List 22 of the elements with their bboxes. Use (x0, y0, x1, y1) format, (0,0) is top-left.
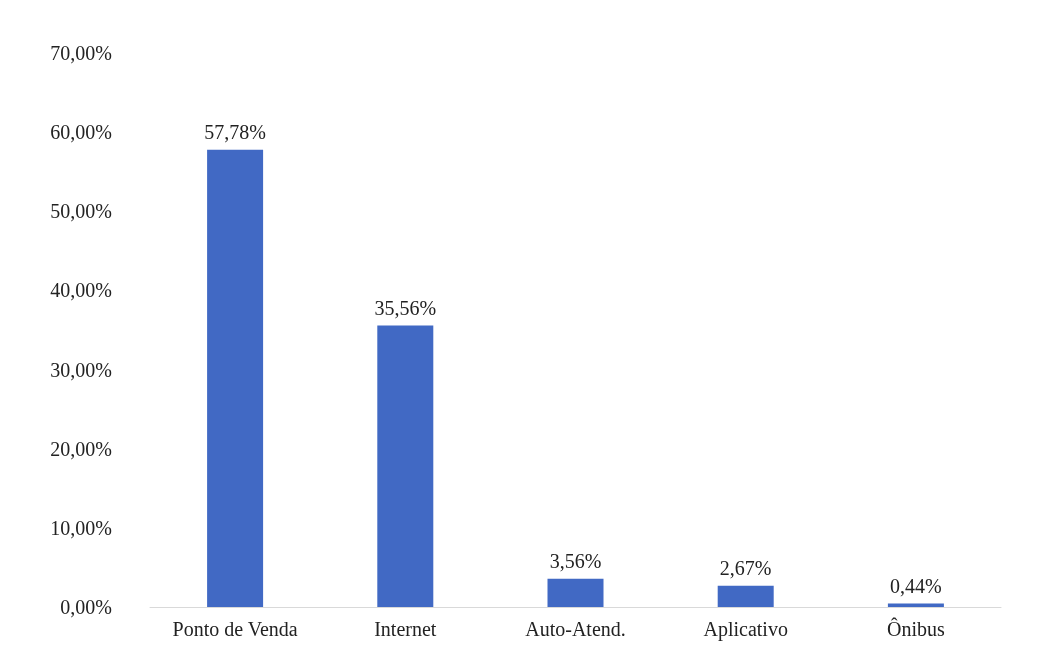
y-tick-label: 20,00% (50, 437, 112, 460)
data-label: 2,67% (719, 556, 772, 579)
bar (547, 578, 604, 607)
data-label: 35,56% (374, 296, 437, 319)
x-tick-label: Auto-Atend. (525, 618, 626, 640)
x-tick-label: Ônibus (887, 617, 945, 640)
data-label: 0,44% (890, 574, 942, 597)
y-tick-label: 40,00% (50, 279, 112, 302)
bar (717, 585, 774, 607)
bar (377, 325, 434, 607)
y-tick-label: 70,00% (50, 42, 112, 64)
data-label: 3,56% (549, 549, 602, 572)
y-tick-label: 10,00% (50, 516, 112, 539)
x-tick-label: Aplicativo (703, 618, 788, 641)
y-tick-label: 60,00% (50, 121, 112, 144)
y-tick-label: 50,00% (50, 200, 112, 223)
x-tick-label: Ponto de Venda (172, 618, 298, 640)
x-tick-label: Internet (374, 618, 437, 640)
bar (207, 149, 264, 607)
y-tick-label: 30,00% (50, 358, 112, 381)
y-tick-label: 0,00% (60, 596, 112, 618)
data-label: 57,78% (204, 120, 266, 143)
